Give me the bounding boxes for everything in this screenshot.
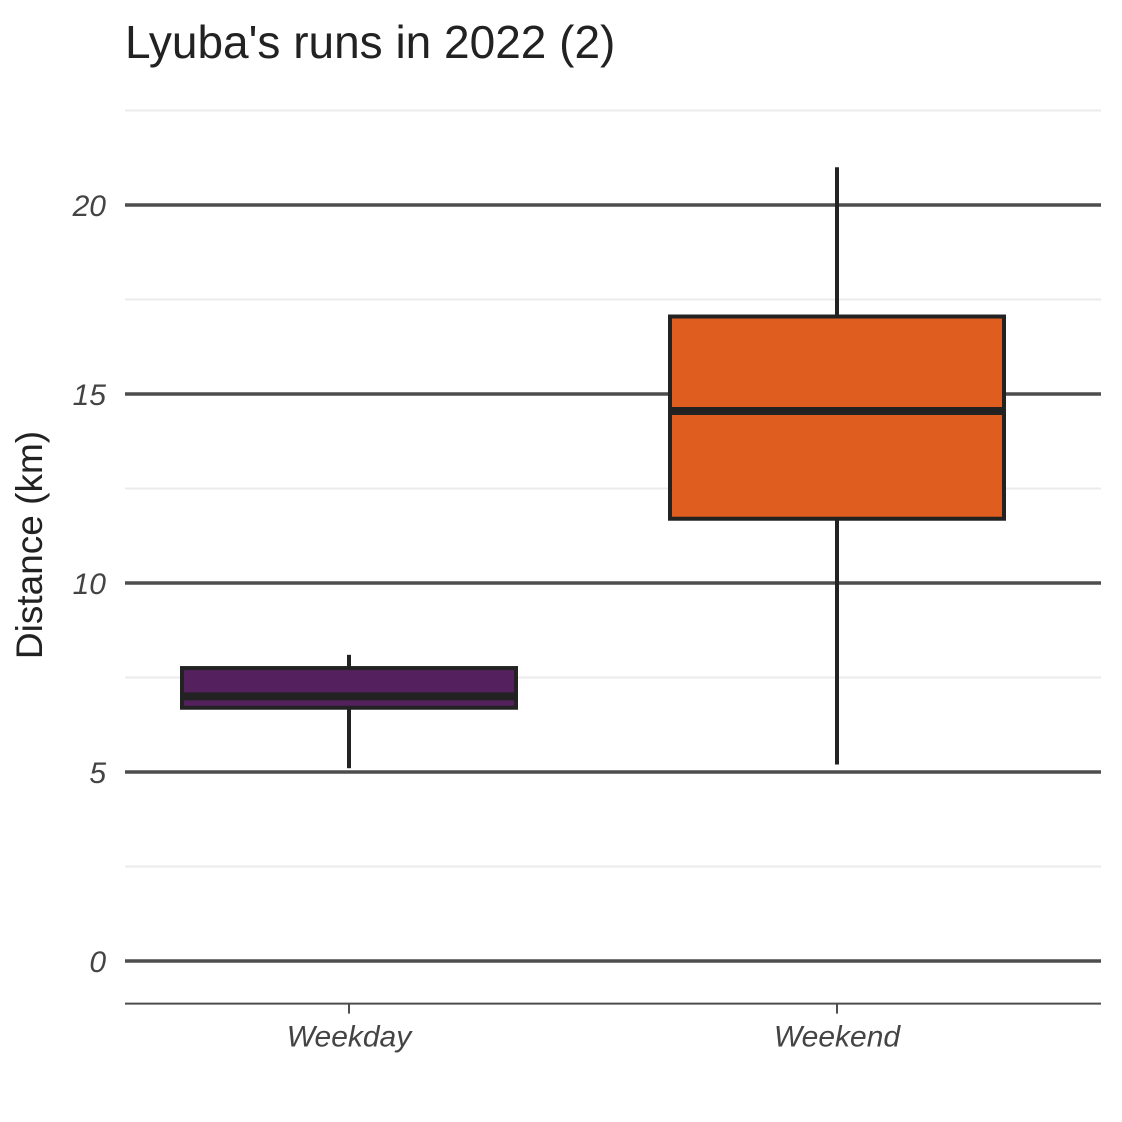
y-tick-label: 0 [89,946,106,979]
y-tick-label: 15 [73,379,107,412]
weekend-box [668,314,1006,521]
weekday-box [180,666,518,710]
y-axis-label: Distance (km) [9,431,50,659]
y-tick-label: 20 [72,190,107,223]
chart-title: Lyuba's runs in 2022 (2) [125,16,615,68]
x-tick-label: Weekday [287,1021,414,1054]
x-tick-label: Weekend [774,1021,902,1054]
boxes [180,167,1006,769]
x-ticks: Weekday Weekend [287,1003,902,1054]
y-tick-labels: 0 5 10 15 20 [72,190,107,979]
y-tick-label: 5 [89,757,106,790]
y-tick-label: 10 [73,568,107,601]
